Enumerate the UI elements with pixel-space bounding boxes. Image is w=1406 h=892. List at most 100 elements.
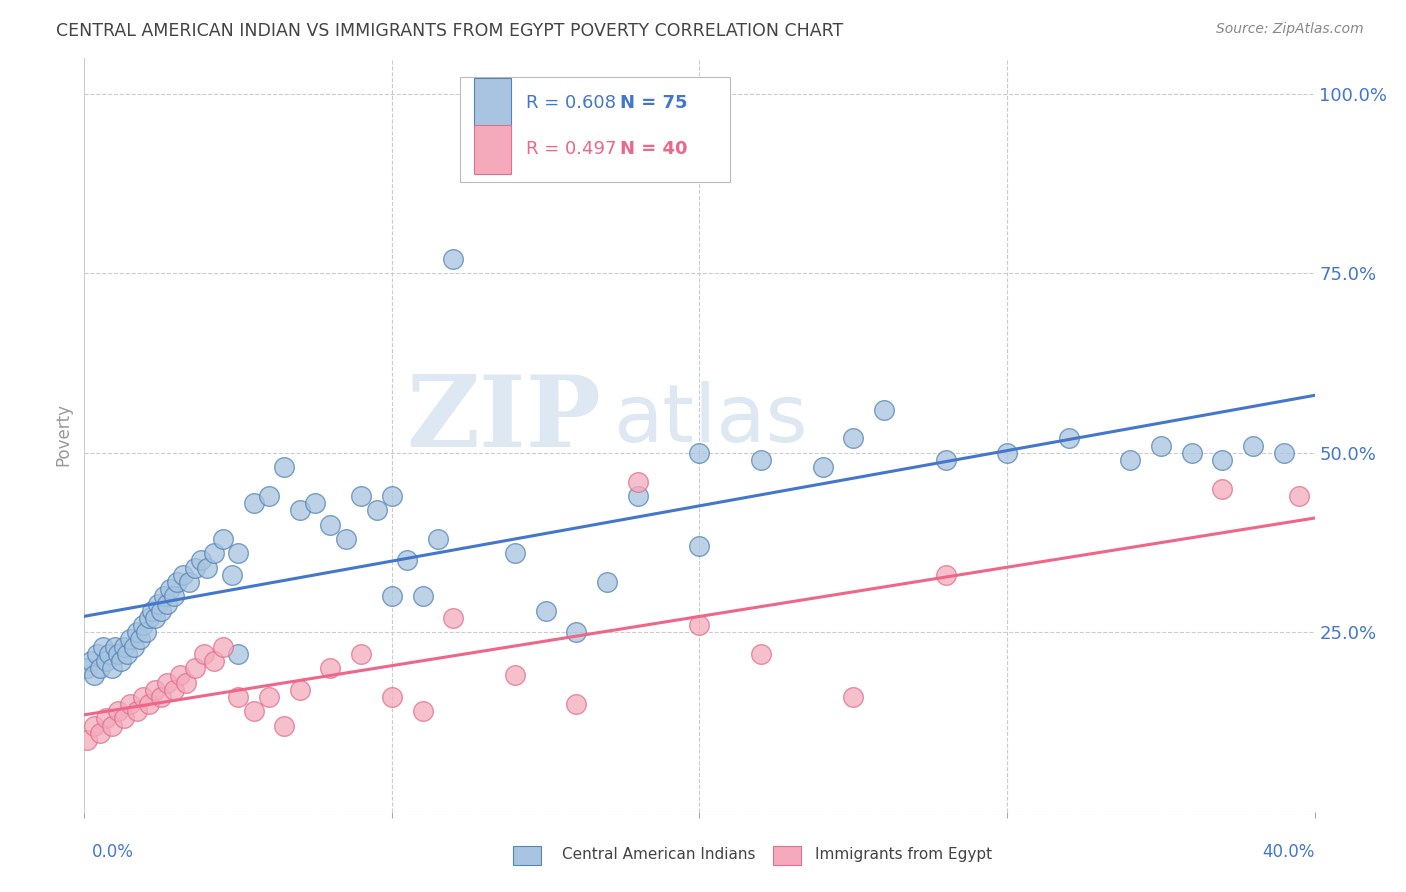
Point xyxy=(135,625,157,640)
Point xyxy=(197,560,219,574)
Text: R = 0.608: R = 0.608 xyxy=(526,94,616,112)
Point xyxy=(202,546,225,560)
Point xyxy=(184,661,207,675)
Point xyxy=(138,611,160,625)
Point xyxy=(190,553,212,567)
Point xyxy=(995,446,1018,460)
Point xyxy=(1211,482,1233,496)
Point xyxy=(1119,453,1142,467)
Point xyxy=(122,640,145,654)
Point xyxy=(141,604,163,618)
Point xyxy=(110,654,132,668)
Point xyxy=(83,718,105,732)
Point xyxy=(83,668,105,682)
Point xyxy=(148,597,170,611)
Point xyxy=(350,489,373,503)
Point xyxy=(627,475,650,489)
Point xyxy=(242,704,264,718)
Point xyxy=(689,539,711,553)
Point xyxy=(273,460,295,475)
Point xyxy=(150,604,173,618)
Point xyxy=(596,574,619,589)
Point xyxy=(350,647,373,661)
Point xyxy=(221,567,243,582)
Point xyxy=(396,553,419,567)
Point xyxy=(304,496,326,510)
Point xyxy=(427,532,450,546)
Point xyxy=(112,640,135,654)
Point xyxy=(138,697,160,711)
Point xyxy=(689,618,711,632)
Point xyxy=(211,640,233,654)
Point xyxy=(143,682,166,697)
Point xyxy=(381,489,404,503)
Point xyxy=(503,546,526,560)
Point xyxy=(174,675,197,690)
Text: N = 75: N = 75 xyxy=(620,94,688,112)
Point xyxy=(627,489,650,503)
Point xyxy=(1241,439,1264,453)
FancyBboxPatch shape xyxy=(460,77,730,182)
Point xyxy=(202,654,225,668)
Point xyxy=(226,690,249,704)
Point xyxy=(534,604,557,618)
Point xyxy=(381,590,404,604)
Point xyxy=(101,718,124,732)
Point xyxy=(94,711,117,725)
Point xyxy=(153,590,176,604)
Text: Source: ZipAtlas.com: Source: ZipAtlas.com xyxy=(1216,22,1364,37)
Point xyxy=(1181,446,1204,460)
Point xyxy=(381,690,404,704)
Y-axis label: Poverty: Poverty xyxy=(55,403,73,467)
Point xyxy=(193,647,215,661)
Point xyxy=(335,532,357,546)
Point xyxy=(319,517,342,532)
Point xyxy=(169,668,191,682)
Point xyxy=(156,597,179,611)
Point xyxy=(749,453,772,467)
FancyBboxPatch shape xyxy=(474,125,512,174)
Point xyxy=(128,632,150,647)
Text: Immigrants from Egypt: Immigrants from Egypt xyxy=(815,847,993,862)
Point xyxy=(91,640,114,654)
Point xyxy=(162,590,184,604)
Point xyxy=(156,675,179,690)
Point xyxy=(125,704,148,718)
Point xyxy=(107,704,129,718)
Point xyxy=(86,647,108,661)
Point xyxy=(112,711,135,725)
Point xyxy=(842,690,865,704)
Point xyxy=(811,460,834,475)
Point xyxy=(257,489,280,503)
Point xyxy=(565,625,588,640)
Point xyxy=(226,647,249,661)
Point xyxy=(257,690,280,704)
Point xyxy=(162,682,184,697)
Point xyxy=(177,574,200,589)
Text: N = 40: N = 40 xyxy=(620,140,688,159)
Point xyxy=(211,532,233,546)
Text: atlas: atlas xyxy=(613,381,807,458)
Point xyxy=(159,582,181,597)
Point xyxy=(107,647,129,661)
Point xyxy=(443,252,465,266)
Point xyxy=(412,704,434,718)
Point xyxy=(873,402,896,417)
Point xyxy=(150,690,173,704)
Text: R = 0.497: R = 0.497 xyxy=(526,140,616,159)
FancyBboxPatch shape xyxy=(474,78,512,128)
Point xyxy=(565,697,588,711)
Point xyxy=(288,682,311,697)
Point xyxy=(76,733,98,747)
Point xyxy=(1057,432,1080,446)
Point xyxy=(412,590,434,604)
Point xyxy=(935,453,957,467)
Text: Central American Indians: Central American Indians xyxy=(562,847,756,862)
Point xyxy=(143,611,166,625)
Point xyxy=(443,611,465,625)
Point xyxy=(1288,489,1310,503)
Point xyxy=(120,632,142,647)
Point xyxy=(842,432,865,446)
Point xyxy=(1211,453,1233,467)
Point xyxy=(288,503,311,517)
